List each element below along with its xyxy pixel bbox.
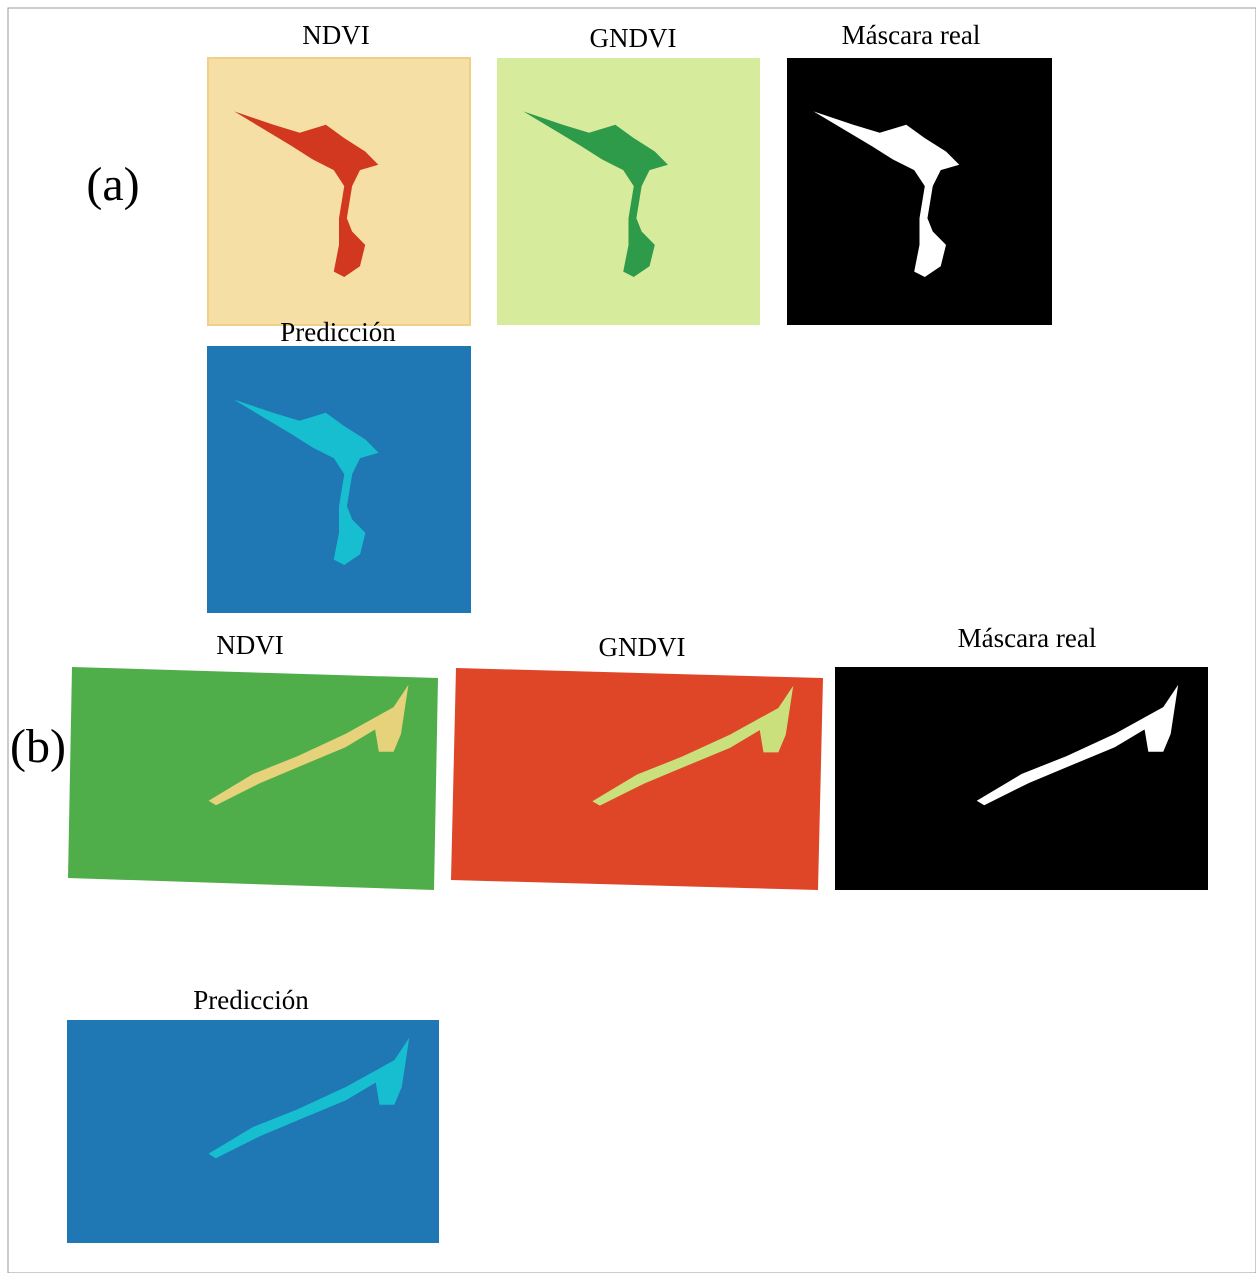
prediction-image (207, 346, 471, 613)
prediction-image (67, 1020, 439, 1243)
gndvi-image (451, 668, 823, 890)
ndvi-image (208, 58, 470, 325)
image-title: GNDVI (590, 23, 677, 53)
gndvi-image (497, 58, 760, 325)
page: (a) NDVI GNDVI Máscara real Predicción (… (0, 0, 1256, 1273)
ndvi-image (68, 667, 438, 890)
image-title: NDVI (302, 20, 370, 50)
panel-label: (a) (86, 158, 139, 211)
image-title: Predicción (280, 317, 396, 347)
image-title: Máscara real (842, 20, 981, 50)
image-title: Máscara real (958, 623, 1097, 653)
image-title: GNDVI (599, 632, 686, 662)
figure: (a) NDVI GNDVI Máscara real Predicción (… (0, 0, 1256, 1273)
image-title: Predicción (193, 985, 309, 1015)
mask-image (787, 58, 1052, 325)
panel-label: (b) (10, 720, 66, 773)
mask-image (835, 667, 1208, 890)
image-title: NDVI (216, 630, 284, 660)
